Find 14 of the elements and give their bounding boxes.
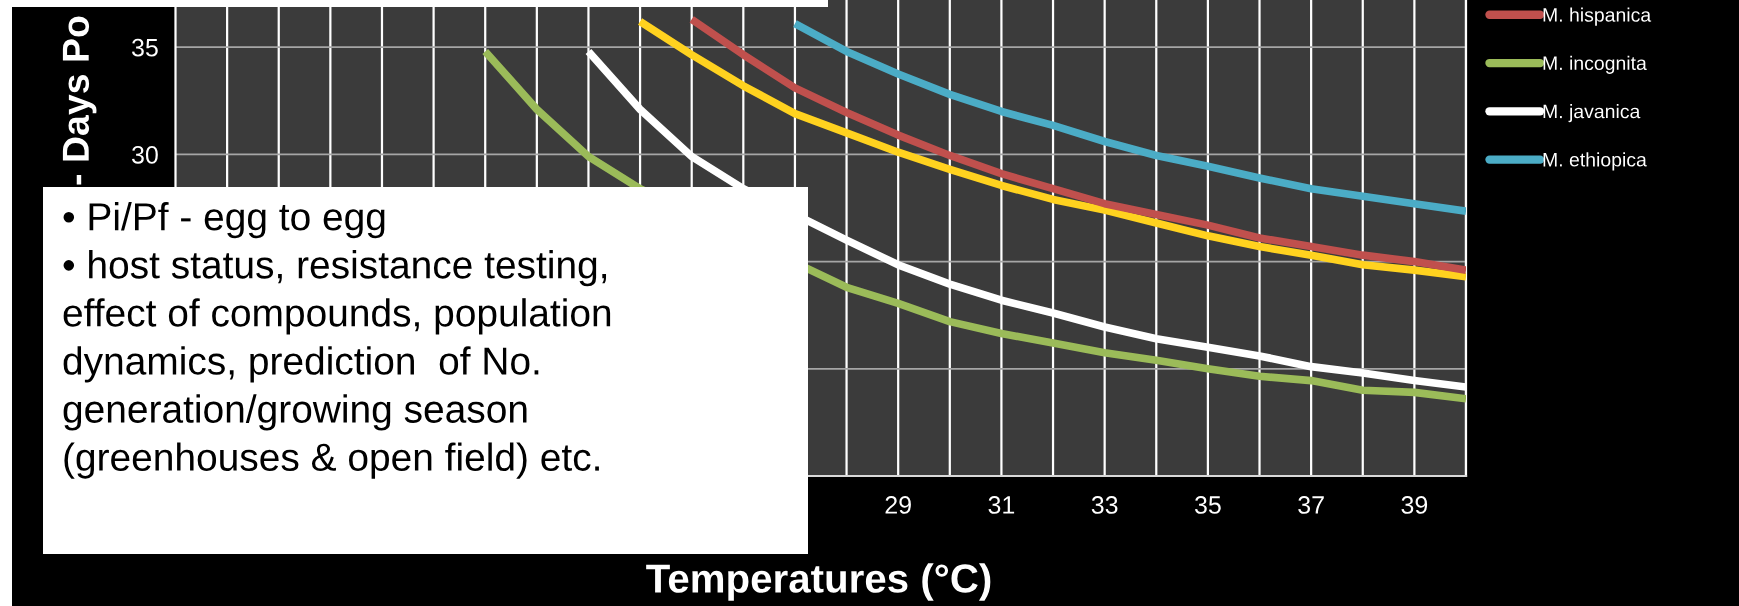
legend-label: M. incognita: [1543, 55, 1647, 74]
x-tick-label: 29: [885, 496, 911, 514]
x-axis-title: Temperatures (°C): [646, 563, 991, 601]
legend-label: M. hispanica: [1543, 7, 1652, 26]
x-tick-label: 31: [988, 496, 1015, 514]
legend-label: M. ethiopica: [1543, 152, 1647, 171]
x-tick-label: 35: [1194, 496, 1221, 514]
x-tick-label: 37: [1298, 496, 1324, 514]
legend-label: M. javanica: [1543, 104, 1641, 123]
annotation: • Pi/Pf - egg to egg • host status, resistance testing, effect of compounds, population dynamics, prediction of No. generation/growing season (greenhouses & open field) etc.: [63, 202, 611, 479]
x-tick-label: 39: [1401, 496, 1428, 514]
y-axis-title: - Days Po: [62, 16, 97, 185]
y-tick-label: 30: [131, 145, 158, 164]
x-tick-label: 33: [1091, 496, 1118, 514]
